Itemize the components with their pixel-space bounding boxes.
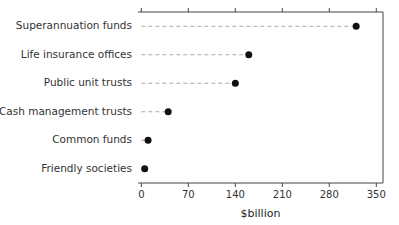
- x-tick-top: [141, 8, 142, 12]
- category-label: Public unit trusts: [44, 76, 132, 88]
- x-tick-top: [282, 8, 283, 12]
- chart-container: 0 70 140 210 280 350 $billion Superannuation fu…: [0, 0, 399, 225]
- frame: [138, 12, 383, 183]
- x-tick: [282, 183, 283, 187]
- category-label: Common funds: [52, 133, 132, 145]
- x-tick-label: 0: [138, 189, 144, 200]
- dot: [165, 108, 172, 115]
- x-tick-top: [235, 8, 236, 12]
- x-ticks: 0 70 140 210 280 350: [138, 8, 386, 200]
- stem: [141, 83, 235, 84]
- x-tick-label: 350: [367, 189, 386, 200]
- marks: [141, 23, 359, 173]
- x-tick-label: 210: [273, 189, 292, 200]
- dot: [245, 51, 252, 58]
- dot: [353, 23, 360, 30]
- y-tick-labels: Superannuation funds Life insurance offic…: [0, 19, 132, 174]
- category-label: Superannuation funds: [16, 19, 132, 31]
- stem: [141, 26, 356, 27]
- category-label: Cash management trusts: [0, 105, 132, 117]
- x-tick-top: [376, 8, 377, 12]
- chart-svg: 0 70 140 210 280 350 $billion Superannuation fu…: [0, 0, 399, 225]
- category-label: Friendly societies: [41, 162, 132, 174]
- x-axis-line: [138, 183, 383, 184]
- stem: [141, 111, 168, 112]
- x-tick-label: 70: [182, 189, 195, 200]
- dot: [141, 165, 148, 172]
- x-tick: [235, 183, 236, 187]
- dot: [232, 80, 239, 87]
- frame-top: [138, 12, 383, 13]
- x-tick-top: [188, 8, 189, 12]
- x-tick: [188, 183, 189, 187]
- dot: [145, 137, 152, 144]
- x-tick-label: 140: [226, 189, 245, 200]
- x-tick-top: [329, 8, 330, 12]
- category-label: Life insurance offices: [21, 48, 132, 60]
- x-tick-label: 280: [320, 189, 339, 200]
- x-tick: [141, 183, 142, 187]
- x-tick: [376, 183, 377, 187]
- frame-right: [383, 12, 384, 183]
- x-axis-label: $billion: [241, 207, 281, 220]
- x-tick: [329, 183, 330, 187]
- stem: [141, 54, 248, 55]
